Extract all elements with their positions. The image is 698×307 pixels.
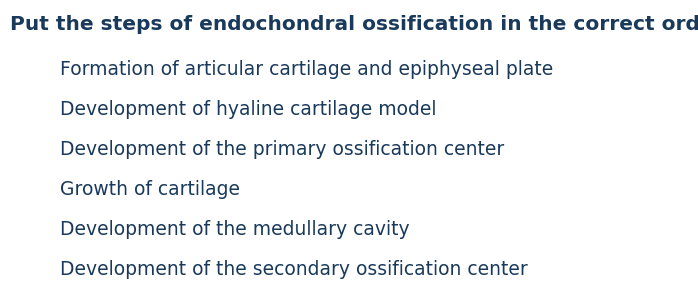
Text: Development of the medullary cavity: Development of the medullary cavity bbox=[60, 220, 410, 239]
Text: Development of the secondary ossification center: Development of the secondary ossificatio… bbox=[60, 260, 528, 279]
Text: Development of the primary ossification center: Development of the primary ossification … bbox=[60, 140, 504, 159]
Text: Growth of cartilage: Growth of cartilage bbox=[60, 180, 240, 199]
Text: Development of hyaline cartilage model: Development of hyaline cartilage model bbox=[60, 100, 436, 119]
Text: Put the steps of endochondral ossification in the correct order.: Put the steps of endochondral ossificati… bbox=[10, 15, 698, 34]
Text: Formation of articular cartilage and epiphyseal plate: Formation of articular cartilage and epi… bbox=[60, 60, 554, 79]
